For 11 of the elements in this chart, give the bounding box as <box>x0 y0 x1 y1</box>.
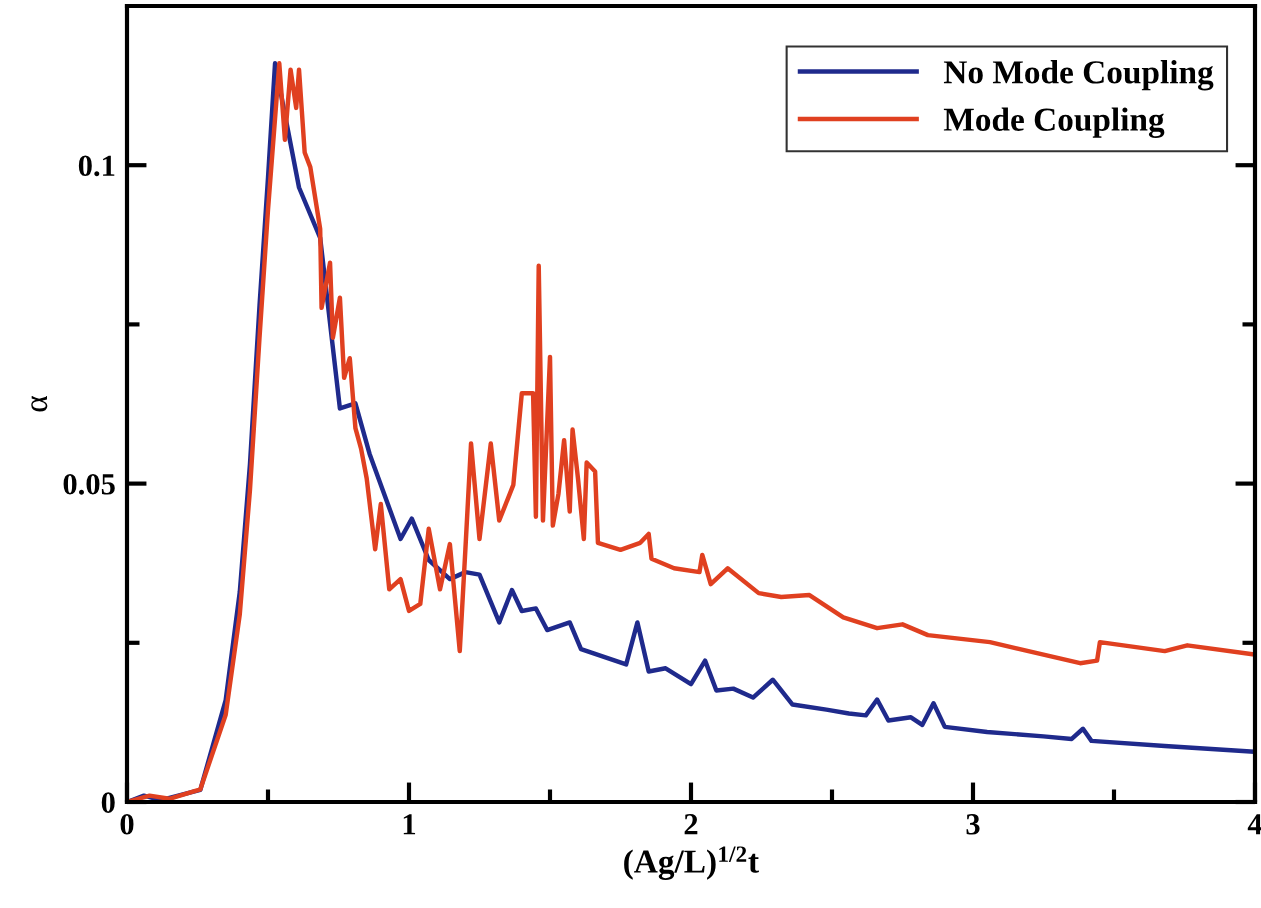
legend-label: Mode Coupling <box>943 107 1165 138</box>
x-axis-title: (Ag/L)$^{1/2}$t <box>624 846 759 880</box>
y-axis-title: α <box>31 396 48 412</box>
x-tick-label: 0 <box>120 813 134 835</box>
y-tick-label: 0.1 <box>78 155 115 177</box>
x-tick-label: 1 <box>403 814 416 835</box>
x-tick-label: 3 <box>966 814 980 835</box>
y-tick-label: 0 <box>101 792 115 813</box>
legend-label: No Mode Coupling <box>943 60 1214 91</box>
x-tick-label: 2 <box>684 814 698 835</box>
y-tick-label: 0.05 <box>63 473 115 495</box>
